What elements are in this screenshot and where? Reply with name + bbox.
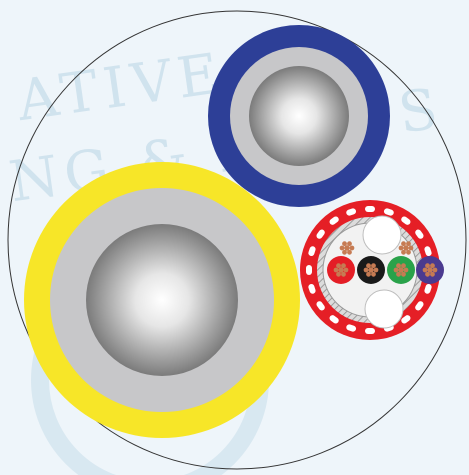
red-core-strand xyxy=(336,263,341,269)
signal-cores xyxy=(327,256,444,284)
black-core-strand xyxy=(366,271,371,277)
purple-core-strand xyxy=(432,267,438,273)
green-core-strand xyxy=(401,263,406,269)
large-power-core xyxy=(24,162,300,438)
jacket-notch xyxy=(424,246,432,257)
filler-bottom xyxy=(364,289,404,329)
green-core-strand xyxy=(398,267,404,273)
jacket-notch xyxy=(415,229,424,239)
red-core-strand xyxy=(343,267,349,273)
green-core-strand xyxy=(401,271,406,277)
jacket-notch xyxy=(415,301,424,311)
jacket-notch xyxy=(401,216,411,225)
black-core-strand xyxy=(368,267,374,273)
large-conductor xyxy=(86,224,238,376)
drain-wire-right-strand xyxy=(408,245,414,251)
drain-wire-left-strand xyxy=(342,241,347,247)
drain-wire-right-strand xyxy=(406,241,411,247)
jacket-notch xyxy=(316,301,325,311)
purple-core-strand xyxy=(430,263,435,269)
drain-wire-left-strand xyxy=(347,249,352,255)
purple-core-strand xyxy=(427,267,433,273)
medium-conductor xyxy=(249,66,349,166)
red-core-strand xyxy=(333,267,339,273)
watermark-line-3: S xyxy=(394,76,447,147)
green-core-strand xyxy=(396,271,401,277)
jacket-notch xyxy=(308,246,316,257)
red-core-strand xyxy=(336,271,341,277)
red-core-strand xyxy=(341,263,346,269)
jacket-notch xyxy=(365,206,375,212)
drain-wire-right-strand xyxy=(406,249,411,255)
red-core-strand xyxy=(338,267,344,273)
jacket-notch xyxy=(316,229,325,239)
jacket-notch xyxy=(383,208,394,216)
signal-cable xyxy=(300,200,444,340)
jacket-notch xyxy=(346,208,357,216)
drain-wire-right-strand xyxy=(401,249,406,255)
drain-wires xyxy=(339,241,414,255)
purple-core-strand xyxy=(430,271,435,277)
black-core-conductor xyxy=(363,263,379,277)
drain-wire-right-strand xyxy=(403,245,409,251)
jacket-notch xyxy=(365,328,375,334)
jacket-notch xyxy=(424,283,432,294)
drain-wire-left-strand xyxy=(349,245,355,251)
jacket-notch xyxy=(401,315,411,324)
black-core-strand xyxy=(363,267,369,273)
black-core-strand xyxy=(373,267,379,273)
jacket-notches xyxy=(306,206,434,334)
purple-core-strand xyxy=(425,271,430,277)
drain-wire-left-strand xyxy=(342,249,347,255)
purple-core-conductor xyxy=(422,263,438,277)
green-core-conductor xyxy=(393,263,409,277)
filler-top xyxy=(362,215,402,255)
drain-wire-right-strand xyxy=(401,241,406,247)
red-core-conductor xyxy=(333,263,349,277)
drain-wire-left-strand xyxy=(344,245,350,251)
red-core-strand xyxy=(341,271,346,277)
black-core-strand xyxy=(371,271,376,277)
green-core-strand xyxy=(403,267,409,273)
jacket-notch xyxy=(329,216,339,225)
jacket-notch xyxy=(346,324,357,332)
drain-wire-left-strand xyxy=(339,245,345,251)
black-core-strand xyxy=(366,263,371,269)
outer-sheath-outline xyxy=(7,10,467,470)
drain-wire-left-strand xyxy=(347,241,352,247)
purple-core-strand xyxy=(425,263,430,269)
black-core-strand xyxy=(371,263,376,269)
jacket-notch xyxy=(308,283,316,294)
green-core-strand xyxy=(396,263,401,269)
jacket-notch xyxy=(306,265,312,275)
jacket-notch xyxy=(329,315,339,324)
purple-core-strand xyxy=(422,267,428,273)
green-core-strand xyxy=(393,267,399,273)
drain-wire-right-strand xyxy=(398,245,404,251)
medium-power-core xyxy=(208,25,390,207)
